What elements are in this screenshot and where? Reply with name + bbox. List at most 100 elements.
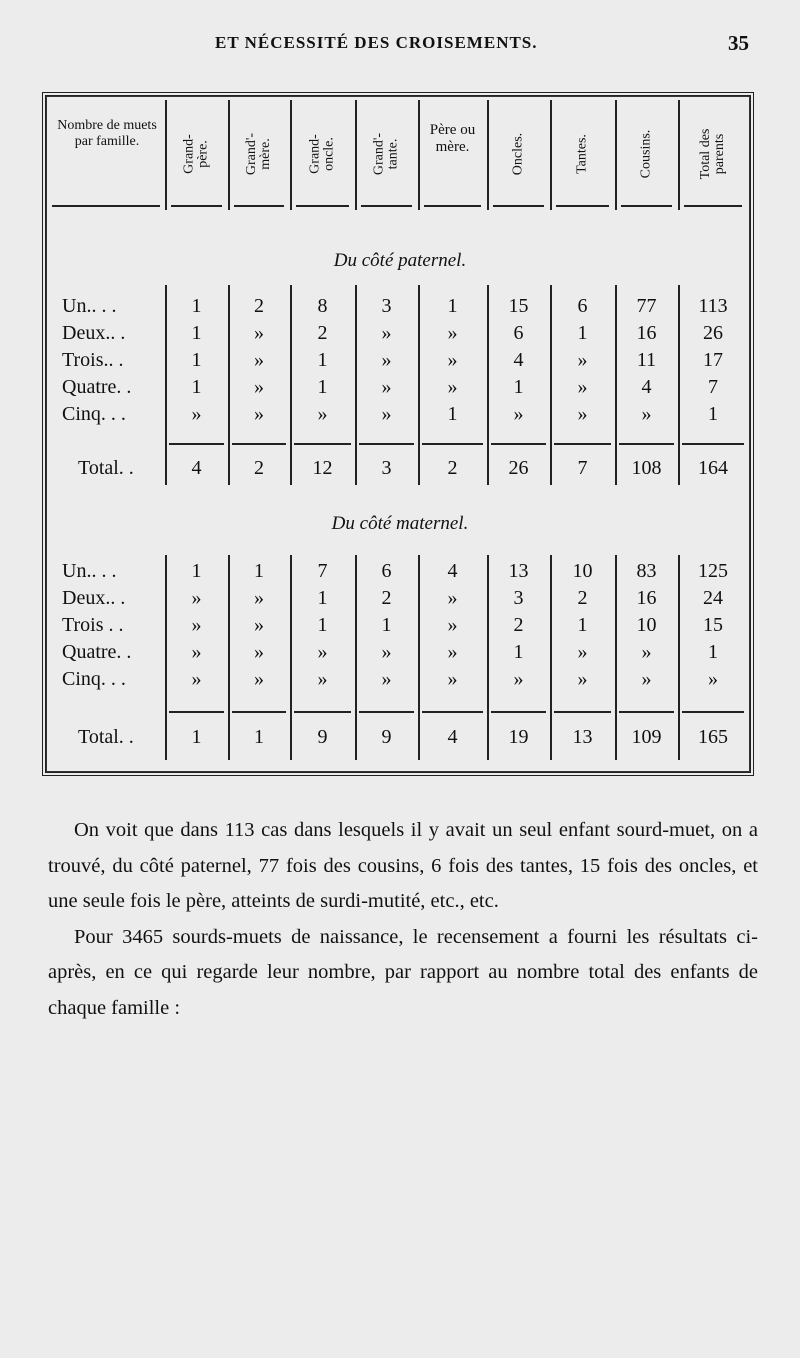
total-cell: 13	[572, 726, 593, 748]
column-divider	[228, 285, 230, 485]
sum-rule	[682, 443, 744, 445]
table-cell: 1	[191, 322, 202, 344]
total-label: Total. .	[78, 726, 134, 748]
table-cell: »	[708, 668, 718, 690]
page-number: 35	[728, 31, 749, 55]
table-row: Cinq. . . » » » » 1 » » » 1	[0, 401, 800, 427]
table-cell: 16	[636, 322, 657, 344]
sum-rule	[682, 711, 744, 713]
sum-rule	[294, 711, 351, 713]
table-cell: 125	[698, 560, 728, 582]
table-cell: 1	[191, 295, 202, 317]
table-cell: 26	[703, 322, 723, 344]
column-header: Grand'-tante.	[355, 100, 418, 208]
table-cell: 3	[513, 587, 524, 609]
column-divider	[165, 100, 167, 210]
column-divider	[615, 555, 617, 760]
table-cell: »	[254, 614, 264, 636]
table-cell: »	[577, 641, 588, 663]
header-rule	[684, 205, 742, 207]
table-cell: 3	[381, 295, 392, 317]
table-cell: 16	[636, 587, 657, 609]
table-row: Un.. . . 1 1 7 6 4 13 10 83 125	[0, 558, 800, 584]
column-divider	[615, 285, 617, 485]
total-cell: 4	[447, 726, 458, 748]
table-cell: »	[317, 641, 328, 663]
table-cell: »	[254, 349, 264, 371]
table-cell: 17	[703, 349, 723, 371]
row-label: Deux.. .	[62, 322, 126, 344]
row-header: Nombre de muets par famille.	[57, 118, 157, 149]
table-row: Quatre. . » » » » » 1 » » 1	[0, 639, 800, 665]
table-cell: »	[447, 641, 458, 663]
table-row: Quatre. . 1 » 1 » » 1 » 4 7	[0, 374, 800, 400]
table-cell: »	[577, 403, 588, 425]
total-cell: 2	[447, 457, 458, 479]
sum-rule	[359, 711, 414, 713]
row-label: Cinq. . .	[62, 668, 126, 690]
column-divider	[355, 285, 357, 485]
sum-rule	[169, 443, 224, 445]
table-cell: 1	[317, 349, 328, 371]
row-label: Un.. . .	[62, 295, 117, 317]
column-divider	[228, 555, 230, 760]
column-divider	[487, 285, 489, 485]
table-cell: 1	[317, 587, 328, 609]
row-label: Cinq. . .	[62, 403, 126, 425]
table-cell: »	[447, 587, 458, 609]
table-cell: 2	[254, 295, 264, 317]
section-title: Du côté maternel.	[331, 513, 469, 534]
sum-rule	[491, 711, 546, 713]
row-label: Trois.. .	[62, 349, 124, 371]
table-cell: 2	[381, 587, 392, 609]
table-cell: »	[641, 403, 652, 425]
table-cell: 1	[708, 641, 718, 663]
column-divider	[228, 100, 230, 210]
table-cell: 1	[191, 560, 202, 582]
table-cell: 13	[508, 560, 529, 582]
sum-rule	[554, 443, 611, 445]
table-cell: »	[513, 403, 524, 425]
column-divider	[550, 285, 552, 485]
header-rule	[234, 205, 284, 207]
column-divider	[290, 555, 292, 760]
column-divider	[355, 555, 357, 760]
table-cell: 2	[577, 587, 588, 609]
section-title: Du côté paternel.	[333, 250, 467, 271]
column-header: Total des parents	[678, 100, 748, 208]
table-cell: 1	[708, 403, 718, 425]
table-cell: »	[447, 322, 458, 344]
column-divider	[678, 100, 680, 210]
header-rule	[296, 205, 349, 207]
sum-rule	[294, 443, 351, 445]
table-cell: »	[254, 376, 264, 398]
column-divider	[615, 100, 617, 210]
total-row: Total. . 1 1 9 9 4 19 13 109 165	[0, 724, 800, 750]
table-cell: »	[254, 403, 264, 425]
sum-rule	[422, 443, 483, 445]
total-cell: 164	[698, 457, 728, 479]
column-header: Père ou mère.	[429, 122, 476, 155]
total-cell: 4	[191, 457, 202, 479]
column-divider	[487, 555, 489, 760]
table-cell: 1	[447, 295, 458, 317]
table-cell: 1	[191, 349, 202, 371]
total-cell: 1	[254, 726, 264, 748]
table-cell: 4	[513, 349, 524, 371]
header-rule	[556, 205, 609, 207]
table-cell: »	[577, 349, 588, 371]
total-cell: 165	[698, 726, 728, 748]
sum-rule	[232, 711, 286, 713]
paragraph: On voit que dans 113 cas dans lesquels i…	[48, 819, 758, 912]
table-cell: 15	[508, 295, 529, 317]
paragraph: Pour 3465 sourds-muets de naissance, le …	[48, 925, 758, 1019]
table-cell: »	[254, 668, 264, 690]
header-rule	[424, 205, 481, 207]
column-divider	[165, 555, 167, 760]
row-label: Un.. . .	[62, 560, 117, 582]
table-cell: »	[191, 614, 202, 636]
body-text: On voit que dans 113 cas dans lesquels i…	[48, 813, 758, 1026]
row-label: Quatre. .	[62, 376, 132, 398]
total-cell: 3	[381, 457, 392, 479]
column-header: Tantes.	[550, 100, 615, 208]
